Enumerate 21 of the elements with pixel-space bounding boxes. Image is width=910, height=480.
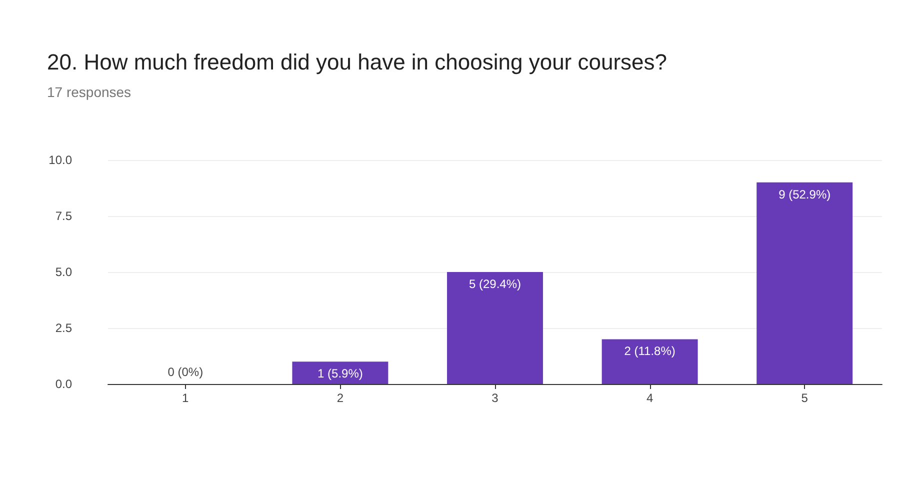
data-label: 9 (52.9%) bbox=[778, 187, 831, 202]
y-tick-label: 2.5 bbox=[55, 321, 72, 335]
data-label: 5 (29.4%) bbox=[468, 277, 522, 291]
data-label: 2 (11.8%) bbox=[624, 344, 676, 358]
data-label: 1 (5.9%) bbox=[318, 366, 363, 381]
chart-subtitle: 17 responses bbox=[47, 84, 132, 100]
bar bbox=[756, 182, 853, 384]
chart-title: 20. How much freedom did you have in choosing your courses? bbox=[47, 50, 668, 74]
data-label: 0 (0%) bbox=[168, 365, 204, 379]
x-tick-label: 3 bbox=[492, 391, 499, 405]
y-tick-label: 10.0 bbox=[48, 153, 72, 167]
bar bbox=[602, 339, 698, 384]
x-tick-label: 4 bbox=[646, 391, 654, 405]
y-tick-label: 7.5 bbox=[55, 209, 72, 223]
bar bbox=[292, 362, 388, 384]
bar bbox=[447, 272, 543, 384]
x-tick-label: 2 bbox=[336, 391, 344, 405]
y-tick-label: 5.0 bbox=[55, 265, 72, 279]
x-tick-label: 1 bbox=[182, 391, 190, 405]
x-tick-label: 5 bbox=[801, 391, 808, 405]
y-tick-label: 0.0 bbox=[55, 377, 72, 391]
